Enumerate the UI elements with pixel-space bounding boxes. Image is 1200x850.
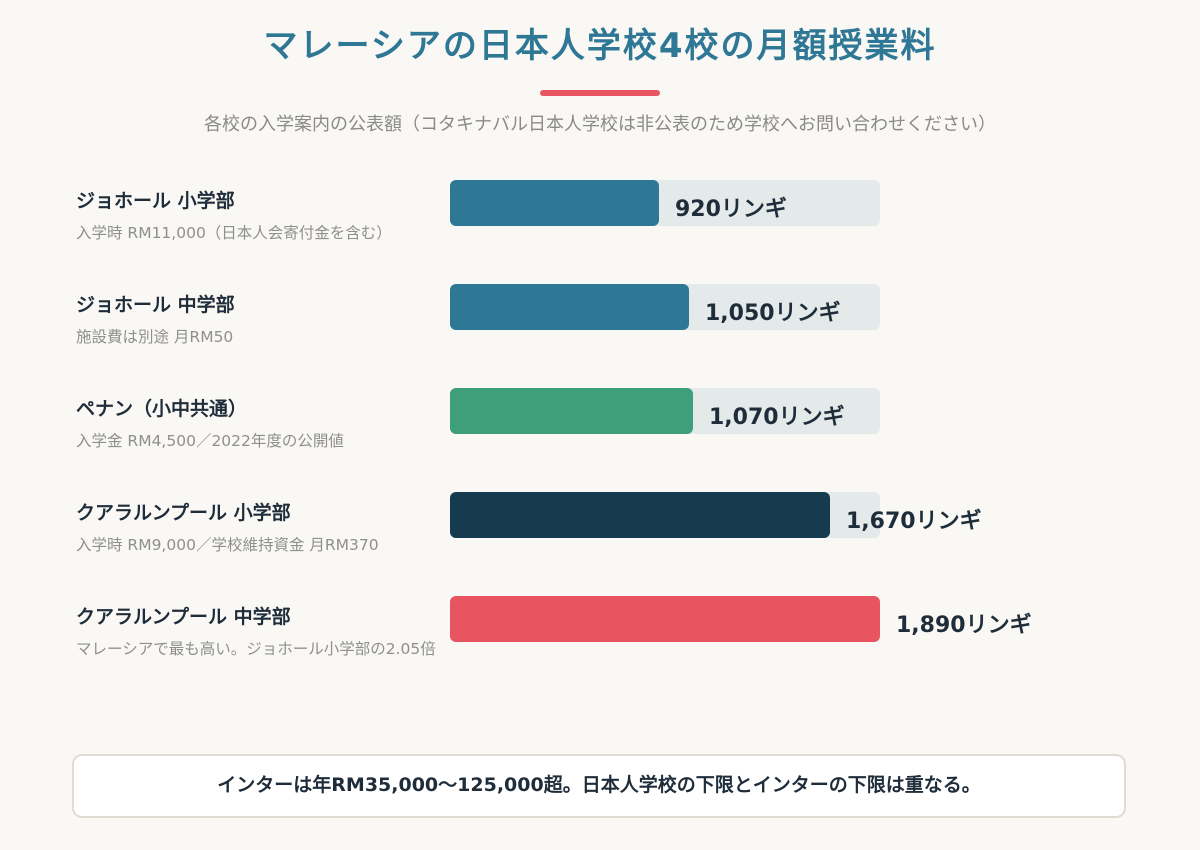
bar — [450, 388, 693, 434]
bar-track: 1,050リンギ — [450, 284, 880, 330]
row-label: クアラルンプール 中学部 マレーシアで最も高い。ジョホール小学部の2.05倍 — [76, 602, 456, 659]
category-note: マレーシアで最も高い。ジョホール小学部の2.05倍 — [76, 640, 436, 658]
category-label: ペナン（小中共通） — [76, 398, 248, 420]
category-note: 施設費は別途 月RM50 — [76, 328, 234, 346]
row-label: ジョホール 小学部 入学時 RM11,000（日本人会寄付金を含む） — [76, 186, 456, 243]
bar — [450, 596, 880, 642]
chart-subtitle: 各校の入学案内の公表額（コタキナバル日本人学校は非公表のため学校へお問い合わせく… — [204, 114, 996, 135]
category-note: 入学金 RM4,500／2022年度の公開値 — [76, 432, 344, 450]
value-label: 1,670リンギ — [846, 509, 982, 534]
footnote-text: インターは年RM35,000〜125,000超。日本人学校の下限とインターの下限… — [217, 774, 981, 796]
category-label: クアラルンプール 中学部 — [76, 606, 291, 628]
category-label: クアラルンプール 小学部 — [76, 502, 291, 524]
bar — [450, 180, 659, 226]
bar-track: 1,670リンギ — [450, 492, 982, 538]
title-accent-line — [540, 90, 660, 96]
bar — [450, 284, 689, 330]
bar-track: 920リンギ — [450, 180, 880, 226]
value-label: 1,070リンギ — [709, 405, 845, 430]
chart-title: マレーシアの日本人学校4校の月額授業料 — [263, 26, 937, 66]
category-label: ジョホール 中学部 — [76, 294, 235, 316]
category-note: 入学時 RM9,000／学校維持資金 月RM370 — [76, 536, 379, 554]
category-note: 入学時 RM11,000（日本人会寄付金を含む） — [76, 224, 392, 242]
row-label: ペナン（小中共通） 入学金 RM4,500／2022年度の公開値 — [76, 394, 456, 451]
category-label: ジョホール 小学部 — [76, 190, 235, 212]
bar — [450, 492, 830, 538]
row-label: クアラルンプール 小学部 入学時 RM9,000／学校維持資金 月RM370 — [76, 498, 456, 555]
bar-track: 1,070リンギ — [450, 388, 880, 434]
footnote-box: インターは年RM35,000〜125,000超。日本人学校の下限とインターの下限… — [72, 754, 1126, 818]
value-label: 1,890リンギ — [896, 613, 1032, 638]
value-label: 1,050リンギ — [705, 301, 841, 326]
bar-track: 1,890リンギ — [450, 596, 1032, 642]
value-label: 920リンギ — [675, 197, 787, 222]
row-label: ジョホール 中学部 施設費は別途 月RM50 — [76, 290, 456, 347]
